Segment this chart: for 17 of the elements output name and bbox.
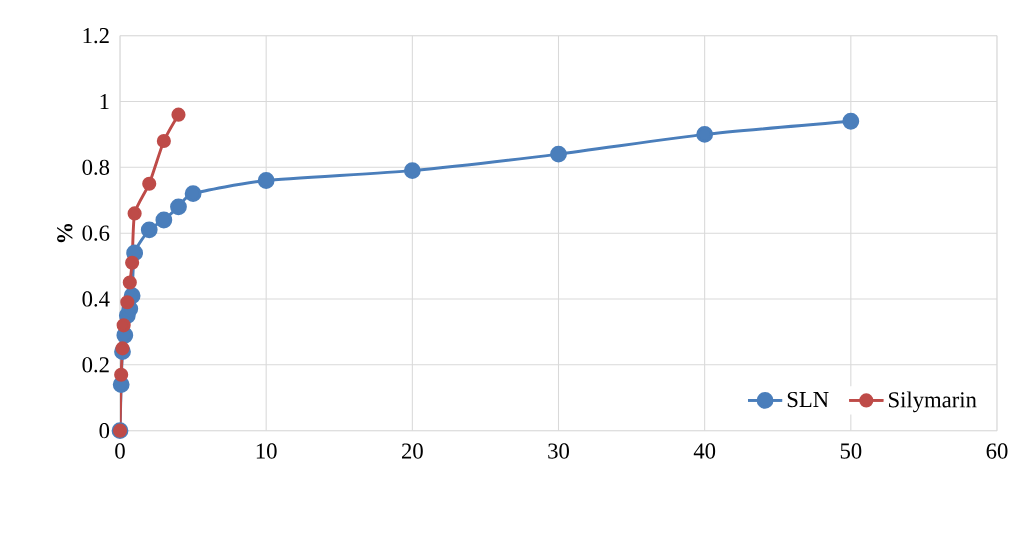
y-tick-label: 0.4 (82, 291, 110, 307)
x-tick-label: 20 (402, 443, 423, 459)
y-tick-label: 1.2 (83, 27, 109, 44)
legend-label: Silymarin (889, 391, 977, 413)
x-tick-label: 50 (840, 443, 862, 459)
y-tick-label: 0.6 (82, 225, 110, 241)
x-tick-label: 30 (548, 443, 569, 459)
legend-label: SLN (787, 391, 829, 407)
y-axis-title: % (57, 223, 73, 243)
y-tick-label: 0 (99, 422, 110, 439)
y-tick-label: 0.2 (82, 356, 109, 373)
x-tick-label: 40 (693, 443, 716, 459)
x-tick-label: 10 (256, 443, 277, 459)
y-tick-label: 1 (100, 93, 109, 109)
x-tick-label: 60 (986, 443, 1008, 459)
y-tick-label: 0.8 (82, 159, 110, 175)
x-tick-label: 0 (115, 443, 125, 459)
